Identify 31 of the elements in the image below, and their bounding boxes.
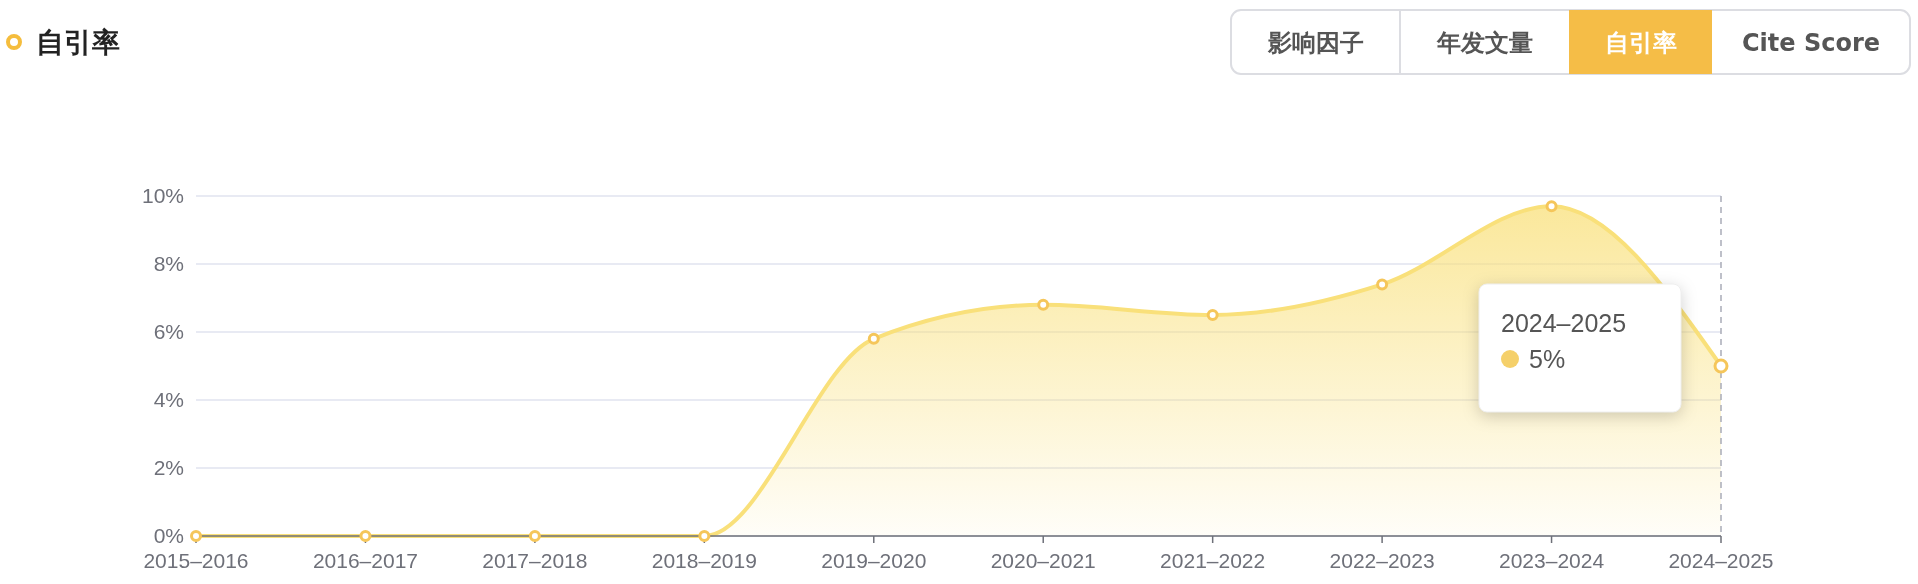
chart-title: 自引率 [36, 26, 120, 59]
point [1206, 309, 1219, 321]
y-tick-label: 0% [153, 524, 184, 548]
point [359, 530, 372, 542]
point [1545, 200, 1558, 213]
y-tick-label: 10% [141, 184, 184, 208]
x-tick-label: 2022–2023 [1329, 549, 1435, 572]
x-tick-label: 2019–2020 [821, 549, 927, 572]
x-tick-label: 2016–2017 [312, 549, 419, 572]
y-tick-label: 6% [153, 320, 184, 344]
x-tick-label: 2023–2024 [1498, 549, 1605, 572]
point [1037, 298, 1050, 311]
text: 影响因子 [1266, 29, 1364, 57]
text: Cite Score [1741, 29, 1881, 57]
text: 自引率 [1604, 29, 1677, 57]
y-tick-label: 2% [153, 456, 184, 480]
x-tick-label: 2017–2018 [482, 549, 588, 572]
point [1376, 278, 1389, 291]
x-tick-label: 2024–2025 [1668, 549, 1774, 572]
x-tick-label: 2018–2019 [651, 549, 757, 572]
point [528, 530, 541, 542]
point [867, 332, 880, 345]
y-tick-label: 8% [153, 252, 184, 276]
annotation: 2024–2025 [1501, 309, 1627, 337]
annotation: 5% [1529, 345, 1566, 373]
x-tick-label: 2020–2021 [990, 549, 1096, 572]
text: 年发文量 [1435, 29, 1533, 57]
point [698, 530, 711, 542]
x-tick-label: 2015–2016 [143, 549, 249, 572]
y-tick-label: 4% [153, 388, 184, 412]
x-tick-label: 2021–2022 [1160, 549, 1266, 572]
